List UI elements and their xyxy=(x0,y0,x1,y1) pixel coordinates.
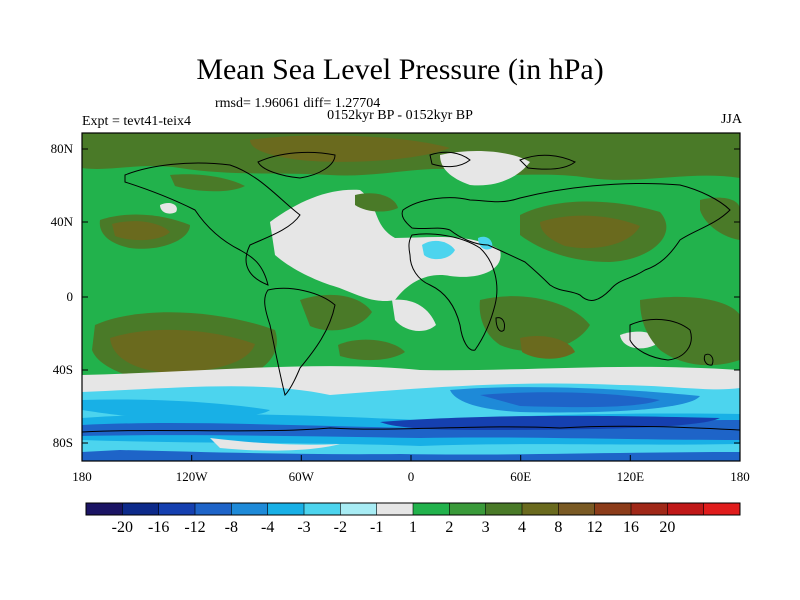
colorbar-label: -4 xyxy=(260,519,275,536)
lon-label-180e: 180 xyxy=(730,469,750,484)
field-cyan-spot-2 xyxy=(478,236,493,250)
colorbar-box xyxy=(158,503,196,515)
colorbar-label: 16 xyxy=(623,519,639,536)
lat-label-40n: 40N xyxy=(50,214,73,229)
field-olive-natlantic xyxy=(355,193,398,212)
experiment-label: Expt = tevt41-teix4 xyxy=(82,114,191,129)
field-brown-spacific xyxy=(110,329,255,373)
field-grey-europe xyxy=(440,150,530,186)
field-blue-southern-3 xyxy=(480,392,660,408)
colorbar-box xyxy=(231,503,269,515)
colorbar-label: -12 xyxy=(184,519,206,536)
field-grey-spot xyxy=(160,202,177,214)
colorbar-label: -16 xyxy=(147,519,170,536)
field-olive-canada xyxy=(170,174,245,192)
lon-label-180w: 180 xyxy=(72,469,92,484)
colorbar-label: -1 xyxy=(369,519,384,536)
colorbar-label: -3 xyxy=(297,519,311,536)
lat-label-0: 0 xyxy=(66,289,74,304)
colorbar-box xyxy=(267,503,305,515)
field-olive-indian xyxy=(479,296,590,352)
lat-label-80s: 80S xyxy=(52,435,73,450)
lon-label-120w: 120W xyxy=(175,469,208,484)
field-olive-satlantic-2 xyxy=(338,339,405,361)
colorbar-label: 20 xyxy=(659,519,676,536)
colorbar-label: 1 xyxy=(409,519,417,536)
lat-label-40s: 40S xyxy=(52,362,73,377)
field-brown-npacific xyxy=(112,221,170,241)
colorbar-label: 4 xyxy=(518,519,526,536)
field-grey-pole xyxy=(210,438,340,451)
lat-label-80n: 80N xyxy=(50,141,73,156)
map-title: Mean Sea Level Pressure (in hPa) xyxy=(196,53,604,86)
colorbar-label: -8 xyxy=(224,519,238,536)
colorbar-box xyxy=(703,503,741,515)
colorbar-label: 2 xyxy=(445,519,454,536)
colorbar-label: 3 xyxy=(481,519,490,536)
field-grey-australia xyxy=(620,331,656,349)
field-olive-satlantic xyxy=(300,294,372,331)
colorbar-box xyxy=(594,503,632,515)
field-blue-southern-1 xyxy=(82,399,270,419)
colorbar-box xyxy=(667,503,705,515)
colorbar-label: -2 xyxy=(333,519,347,536)
field-brown-asia xyxy=(540,215,640,249)
colorbar-box xyxy=(340,503,378,515)
axis-ticks xyxy=(81,148,741,461)
season-label: JJA xyxy=(720,112,742,127)
stats-label: rmsd= 1.96061 diff= 1.27704 xyxy=(215,96,381,111)
lon-label-120e: 120E xyxy=(616,469,645,484)
lon-label-0: 0 xyxy=(407,469,415,484)
colorbar-box xyxy=(86,503,123,515)
colorbar-box xyxy=(304,503,341,515)
colorbar-box xyxy=(413,503,450,515)
colorbar-label: 12 xyxy=(586,519,603,536)
field-cyan-spot-1 xyxy=(422,240,455,260)
coastlines xyxy=(82,151,740,433)
colorbar-label: -20 xyxy=(111,519,133,536)
colorbar-box xyxy=(558,503,596,515)
field-grey-atlantic xyxy=(270,189,501,302)
colorbar-box xyxy=(122,503,160,515)
lon-label-60w: 60W xyxy=(288,469,314,484)
field-brown-arctic xyxy=(250,135,450,162)
colorbar-box xyxy=(376,503,414,515)
colorbar-box xyxy=(449,503,487,515)
colorbar-label: 8 xyxy=(554,519,563,536)
colorbar-box xyxy=(631,503,668,515)
colorbar-box xyxy=(485,503,523,515)
colorbar-box xyxy=(195,503,232,515)
field-brown-indian xyxy=(520,335,575,359)
field-grey-tropics xyxy=(392,299,436,332)
colorbar-box xyxy=(522,503,559,515)
lon-label-60e: 60E xyxy=(510,469,532,484)
period-label: 0152kyr BP - 0152kyr BP xyxy=(327,108,473,123)
